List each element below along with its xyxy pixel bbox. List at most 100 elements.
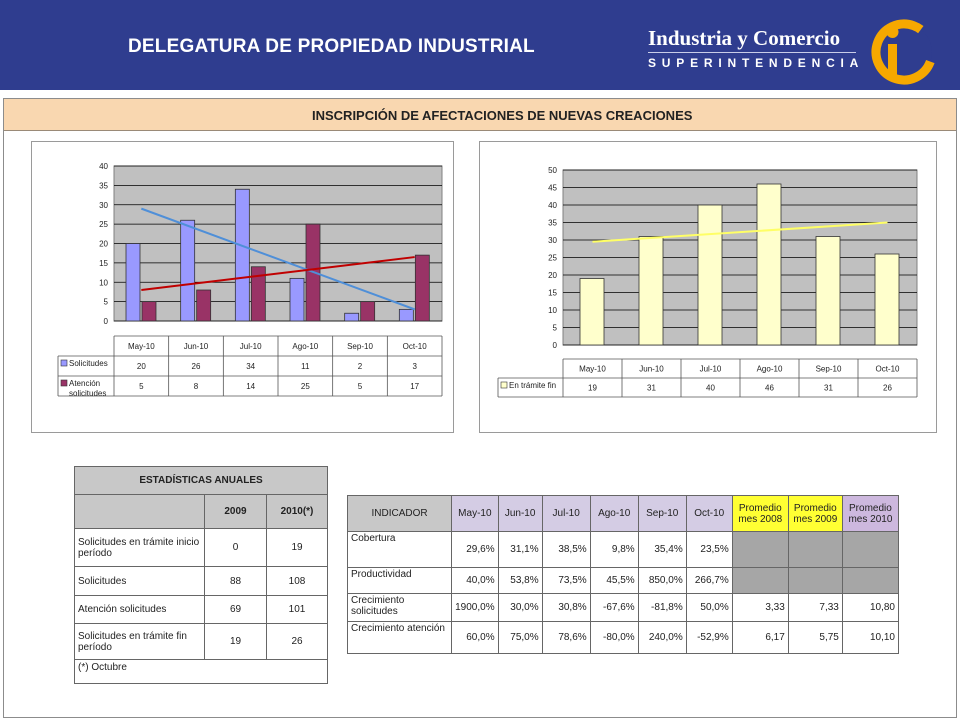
indicator-cell: -67,6% (589, 593, 639, 622)
legend-label: Solicitudes (69, 359, 108, 368)
trendline (140, 207, 416, 311)
x-tick-label: Jun-10 (639, 364, 664, 373)
annual-row-label: Atención solicitudes (74, 595, 205, 624)
indicator-cell: 78,6% (541, 621, 591, 654)
annual-header-blank (74, 494, 205, 529)
y-tick-label: 15 (548, 289, 557, 298)
table-row: Productividad 40,0% 53,8% 73,5% 45,5% 850,0% 2… (346, 567, 900, 594)
bar (289, 277, 305, 322)
bar (756, 183, 782, 346)
annual-cell: 69 (204, 595, 267, 624)
header-bar: DELEGATURA DE PROPIEDAD INDUSTRIAL Indus… (0, 0, 960, 90)
bar (414, 254, 430, 322)
annual-stats-table: ESTADÍSTICAS ANUALES 2009 2010(*) Solici… (74, 466, 328, 684)
chart-en-tramite: 0 5 10 15 20 25 30 35 40 45 50 May-10 Jun-10 Jul-10 Ag… (479, 141, 937, 433)
indicators-column-header: Jul-10 (541, 495, 591, 532)
indicator-cell: 73,5% (541, 567, 591, 594)
indicator-cell: 60,0% (451, 621, 499, 654)
indicator-cell (731, 567, 789, 594)
indicators-table: INDICADOR May-10 Jun-10 Jul-10 Ago-10 Sep-10 O… (346, 495, 900, 654)
indicator-cell: 45,5% (589, 567, 639, 594)
indicator-cell: -81,8% (637, 593, 687, 622)
indicator-cell: 240,0% (637, 621, 687, 654)
legend-label: solicitudes (69, 389, 106, 398)
annual-col-2010: 2010(*) (266, 494, 328, 529)
bar (234, 188, 250, 322)
indicator-cell: 75,0% (497, 621, 543, 654)
indicator-cell: 31,1% (497, 531, 543, 568)
indicator-cell: 38,5% (541, 531, 591, 568)
y-tick-label: 15 (99, 259, 108, 268)
indicator-cell: -80,0% (589, 621, 639, 654)
data-table-value: 3 (412, 362, 417, 371)
x-tick-label: Oct-10 (403, 342, 428, 351)
data-table-value: 11 (301, 362, 310, 371)
y-tick-label: 10 (99, 278, 108, 287)
indicators-column-header: Jun-10 (497, 495, 543, 532)
x-tick-label: Jul-10 (700, 364, 722, 373)
table-row: Solicitudes en trámite inicio período 0 … (74, 528, 328, 567)
y-tick-label: 0 (553, 341, 558, 350)
bar (180, 219, 196, 322)
section-title: INSCRIPCIÓN DE AFECTACIONES DE NUEVAS CR… (312, 108, 693, 123)
indicator-cell: 40,0% (451, 567, 499, 594)
annual-cell: 88 (204, 566, 267, 596)
data-table-value: 19 (588, 383, 597, 392)
y-tick-label: 20 (548, 271, 557, 280)
table-row: Cobertura 29,6% 31,1% 38,5% 9,8% 35,4% 23,5% (346, 531, 900, 568)
indicator-cell: 1900,0% (451, 593, 499, 622)
annual-cell: 19 (204, 623, 267, 660)
bar (874, 253, 900, 346)
indicator-cell: 7,33 (787, 593, 843, 622)
bar (196, 289, 212, 322)
bar (141, 301, 157, 322)
indicator-cell (841, 567, 900, 594)
bar (250, 266, 266, 322)
y-tick-label: 25 (548, 254, 557, 263)
legend-key (60, 359, 68, 367)
bar (815, 236, 841, 346)
y-tick-label: 25 (99, 220, 108, 229)
annual-row-label: Solicitudes en trámite inicio período (74, 528, 205, 567)
legend-label: En trámite fin (509, 381, 556, 390)
indicator-cell: 29,6% (451, 531, 499, 568)
x-tick-label: Oct-10 (875, 364, 900, 373)
indicator-cell: 35,4% (637, 531, 687, 568)
bar (360, 301, 376, 322)
indicators-column-header: Sep-10 (637, 495, 687, 532)
annual-cell: 101 (266, 595, 328, 624)
x-tick-label: Sep-10 (816, 364, 842, 373)
y-tick-label: 35 (99, 181, 108, 190)
indicator-label: Crecimiento atención (346, 621, 453, 654)
bar (344, 312, 360, 322)
y-tick-label: 40 (548, 201, 557, 210)
indicator-cell: 3,33 (731, 593, 789, 622)
annual-cell: 26 (266, 623, 328, 660)
legend-key (500, 381, 508, 389)
indicator-cell: 266,7% (685, 567, 733, 594)
indicator-cell: 850,0% (637, 567, 687, 594)
table-row: Crecimiento atención 60,0% 75,0% 78,6% -80,0… (346, 621, 900, 654)
indicator-label: Productividad (346, 567, 453, 594)
legend-label: Atención (69, 379, 100, 388)
y-tick-label: 35 (548, 219, 557, 228)
data-table-value: 5 (139, 382, 144, 391)
annual-col-2009: 2009 (204, 494, 267, 529)
x-tick-label: Sep-10 (347, 342, 373, 351)
data-table-value: 20 (137, 362, 146, 371)
indicators-column-header: Oct-10 (685, 495, 733, 532)
annual-title: ESTADÍSTICAS ANUALES (74, 466, 328, 495)
annual-cell: 0 (204, 528, 267, 567)
table-row: Solicitudes en trámite fin período 19 26 (74, 623, 328, 660)
x-tick-label: Jul-10 (240, 342, 262, 351)
trendline (592, 221, 888, 243)
indicators-header-row: INDICADOR May-10 Jun-10 Jul-10 Ago-10 Sep-10 O… (346, 495, 900, 532)
chart-solicitudes-atencion: 0 5 10 15 20 25 30 35 40 May-10 Jun-10 Jul-10 Ago-10… (31, 141, 454, 433)
content-panel: INSCRIPCIÓN DE AFECTACIONES DE NUEVAS CR… (3, 98, 957, 718)
x-tick-label: May-10 (128, 342, 155, 351)
indicator-cell (731, 531, 789, 568)
y-tick-label: 40 (99, 162, 108, 171)
data-table-value: 46 (765, 383, 774, 392)
indicator-cell: 5,75 (787, 621, 843, 654)
